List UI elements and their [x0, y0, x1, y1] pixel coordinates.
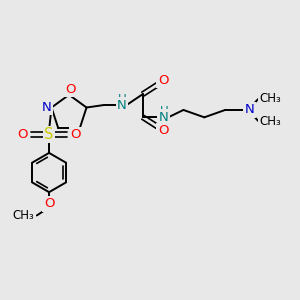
Text: O: O [65, 83, 76, 96]
Text: O: O [70, 128, 81, 141]
Text: CH₃: CH₃ [260, 115, 281, 128]
Text: S: S [44, 127, 54, 142]
Text: CH₃: CH₃ [260, 92, 281, 105]
Text: O: O [158, 74, 168, 87]
Text: H: H [159, 105, 168, 119]
Text: O: O [17, 128, 28, 141]
Text: CH₃: CH₃ [13, 209, 34, 222]
Text: N: N [159, 111, 169, 124]
Text: N: N [42, 101, 52, 114]
Text: N: N [245, 103, 254, 116]
Text: H: H [118, 93, 127, 106]
Text: N: N [117, 99, 127, 112]
Text: O: O [158, 124, 168, 137]
Text: O: O [44, 197, 54, 210]
